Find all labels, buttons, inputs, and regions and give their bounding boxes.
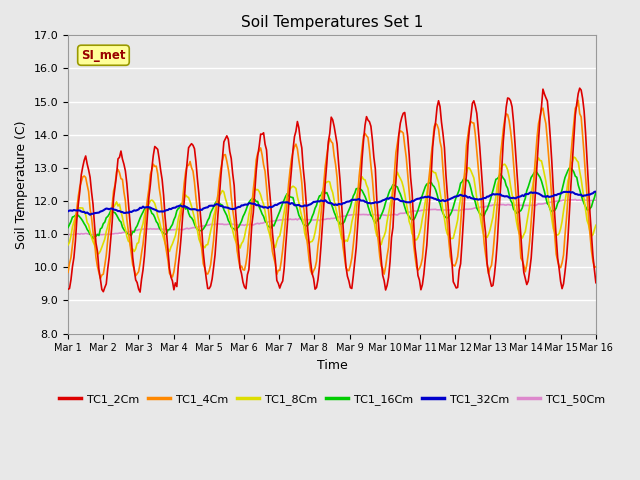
TC1_2Cm — [136, 289, 144, 295]
Line: TC1_50Cm: TC1_50Cm — [68, 199, 596, 235]
TC1_2Cm — [241, 284, 248, 290]
Line: TC1_8Cm: TC1_8Cm — [68, 157, 596, 254]
TC1_16Cm — [131, 229, 138, 235]
TC1_4Cm — [97, 276, 104, 281]
TC1_32Cm — [86, 212, 94, 217]
TC1_2Cm — [250, 210, 257, 216]
TC1_16Cm — [89, 236, 97, 241]
TC1_32Cm — [131, 207, 138, 213]
TC1_16Cm — [241, 211, 248, 216]
TC1_50Cm — [131, 228, 138, 234]
TC1_16Cm — [296, 215, 304, 221]
TC1_16Cm — [250, 196, 257, 202]
Title: Soil Temperatures Set 1: Soil Temperatures Set 1 — [241, 15, 423, 30]
TC1_8Cm — [564, 178, 572, 183]
TC1_8Cm — [250, 192, 257, 198]
Line: TC1_2Cm: TC1_2Cm — [68, 88, 596, 292]
TC1_4Cm — [564, 195, 572, 201]
TC1_50Cm — [564, 197, 572, 203]
Line: TC1_4Cm: TC1_4Cm — [68, 100, 596, 278]
TC1_16Cm — [223, 213, 230, 218]
Line: TC1_16Cm: TC1_16Cm — [68, 168, 596, 239]
TC1_50Cm — [64, 231, 72, 237]
TC1_50Cm — [223, 222, 230, 228]
TC1_32Cm — [241, 202, 248, 208]
TC1_2Cm — [129, 255, 136, 261]
TC1_4Cm — [241, 267, 248, 273]
TC1_32Cm — [296, 203, 304, 209]
TC1_4Cm — [250, 187, 257, 192]
TC1_50Cm — [102, 232, 110, 238]
TC1_16Cm — [564, 168, 572, 173]
Line: TC1_32Cm: TC1_32Cm — [68, 192, 596, 215]
TC1_50Cm — [572, 196, 579, 202]
TC1_2Cm — [592, 280, 600, 286]
TC1_32Cm — [250, 201, 257, 206]
TC1_2Cm — [223, 133, 230, 139]
TC1_2Cm — [64, 287, 72, 292]
TC1_8Cm — [241, 234, 248, 240]
TC1_50Cm — [250, 222, 257, 228]
TC1_8Cm — [592, 222, 600, 228]
X-axis label: Time: Time — [317, 359, 348, 372]
TC1_32Cm — [592, 189, 600, 194]
TC1_50Cm — [592, 197, 600, 203]
Text: SI_met: SI_met — [81, 49, 125, 62]
TC1_8Cm — [64, 242, 72, 248]
TC1_8Cm — [223, 200, 230, 206]
TC1_16Cm — [64, 225, 72, 230]
TC1_4Cm — [296, 167, 304, 173]
TC1_4Cm — [574, 97, 582, 103]
TC1_50Cm — [241, 222, 248, 228]
Y-axis label: Soil Temperature (C): Soil Temperature (C) — [15, 120, 28, 249]
TC1_16Cm — [592, 189, 600, 195]
TC1_4Cm — [64, 269, 72, 275]
TC1_4Cm — [592, 264, 600, 270]
TC1_32Cm — [223, 205, 230, 211]
TC1_8Cm — [93, 252, 101, 257]
TC1_32Cm — [64, 208, 72, 214]
TC1_4Cm — [223, 158, 230, 164]
TC1_8Cm — [131, 249, 138, 254]
Legend: TC1_2Cm, TC1_4Cm, TC1_8Cm, TC1_16Cm, TC1_32Cm, TC1_50Cm: TC1_2Cm, TC1_4Cm, TC1_8Cm, TC1_16Cm, TC1… — [55, 390, 609, 409]
TC1_2Cm — [296, 137, 304, 143]
TC1_32Cm — [564, 189, 572, 195]
TC1_16Cm — [566, 165, 573, 171]
TC1_4Cm — [131, 266, 138, 272]
TC1_8Cm — [296, 207, 304, 213]
TC1_2Cm — [564, 236, 572, 241]
TC1_50Cm — [296, 216, 304, 222]
TC1_8Cm — [570, 154, 578, 160]
TC1_2Cm — [576, 85, 584, 91]
